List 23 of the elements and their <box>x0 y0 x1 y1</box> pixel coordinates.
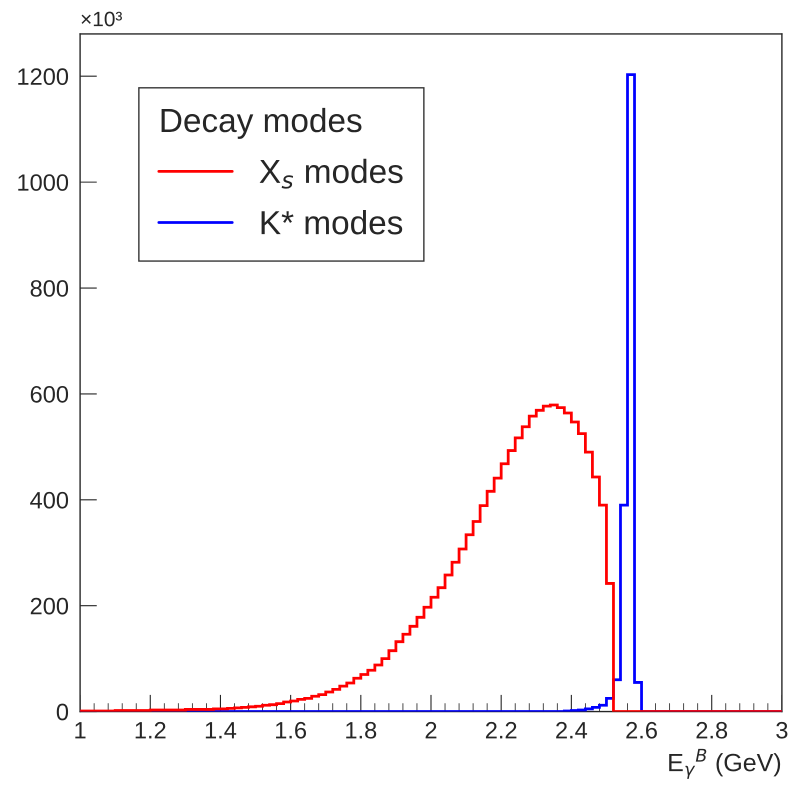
y-tick-label: 400 <box>30 492 68 509</box>
x-tick-label: 1.2 <box>136 722 166 738</box>
x-tick-label: 1.6 <box>276 722 306 739</box>
y-tick-label: 600 <box>30 386 68 403</box>
x-tick-label: 1.8 <box>346 722 376 739</box>
x-tick-label: 3 <box>776 722 788 739</box>
x-axis-title: E$_{γ}$$^{B}$ (GeV) <box>669 748 780 779</box>
y-tick-label: 1200 <box>18 68 68 86</box>
x-tick-label: 2.8 <box>696 722 728 739</box>
x-tick-label: 2.6 <box>626 722 657 739</box>
x-tick-label: 1.4 <box>206 722 236 738</box>
legend-label: X$_{s}$ modes <box>260 158 403 189</box>
x-tick-label: 2.4 <box>556 722 588 738</box>
y-tick-label: 800 <box>30 280 68 297</box>
y-tick-label: 200 <box>30 598 68 614</box>
x-tick-label: 2.2 <box>486 722 516 738</box>
legend-label: K* modes <box>262 210 402 234</box>
x-tick-label: 1 <box>75 722 86 738</box>
text: ×10³ <box>82 12 122 26</box>
y-tick-label: 1000 <box>18 174 68 191</box>
x-tick-label: 2 <box>426 722 436 738</box>
legend-title: Decay modes <box>162 108 362 139</box>
y-tick-label: 0 <box>56 704 68 720</box>
